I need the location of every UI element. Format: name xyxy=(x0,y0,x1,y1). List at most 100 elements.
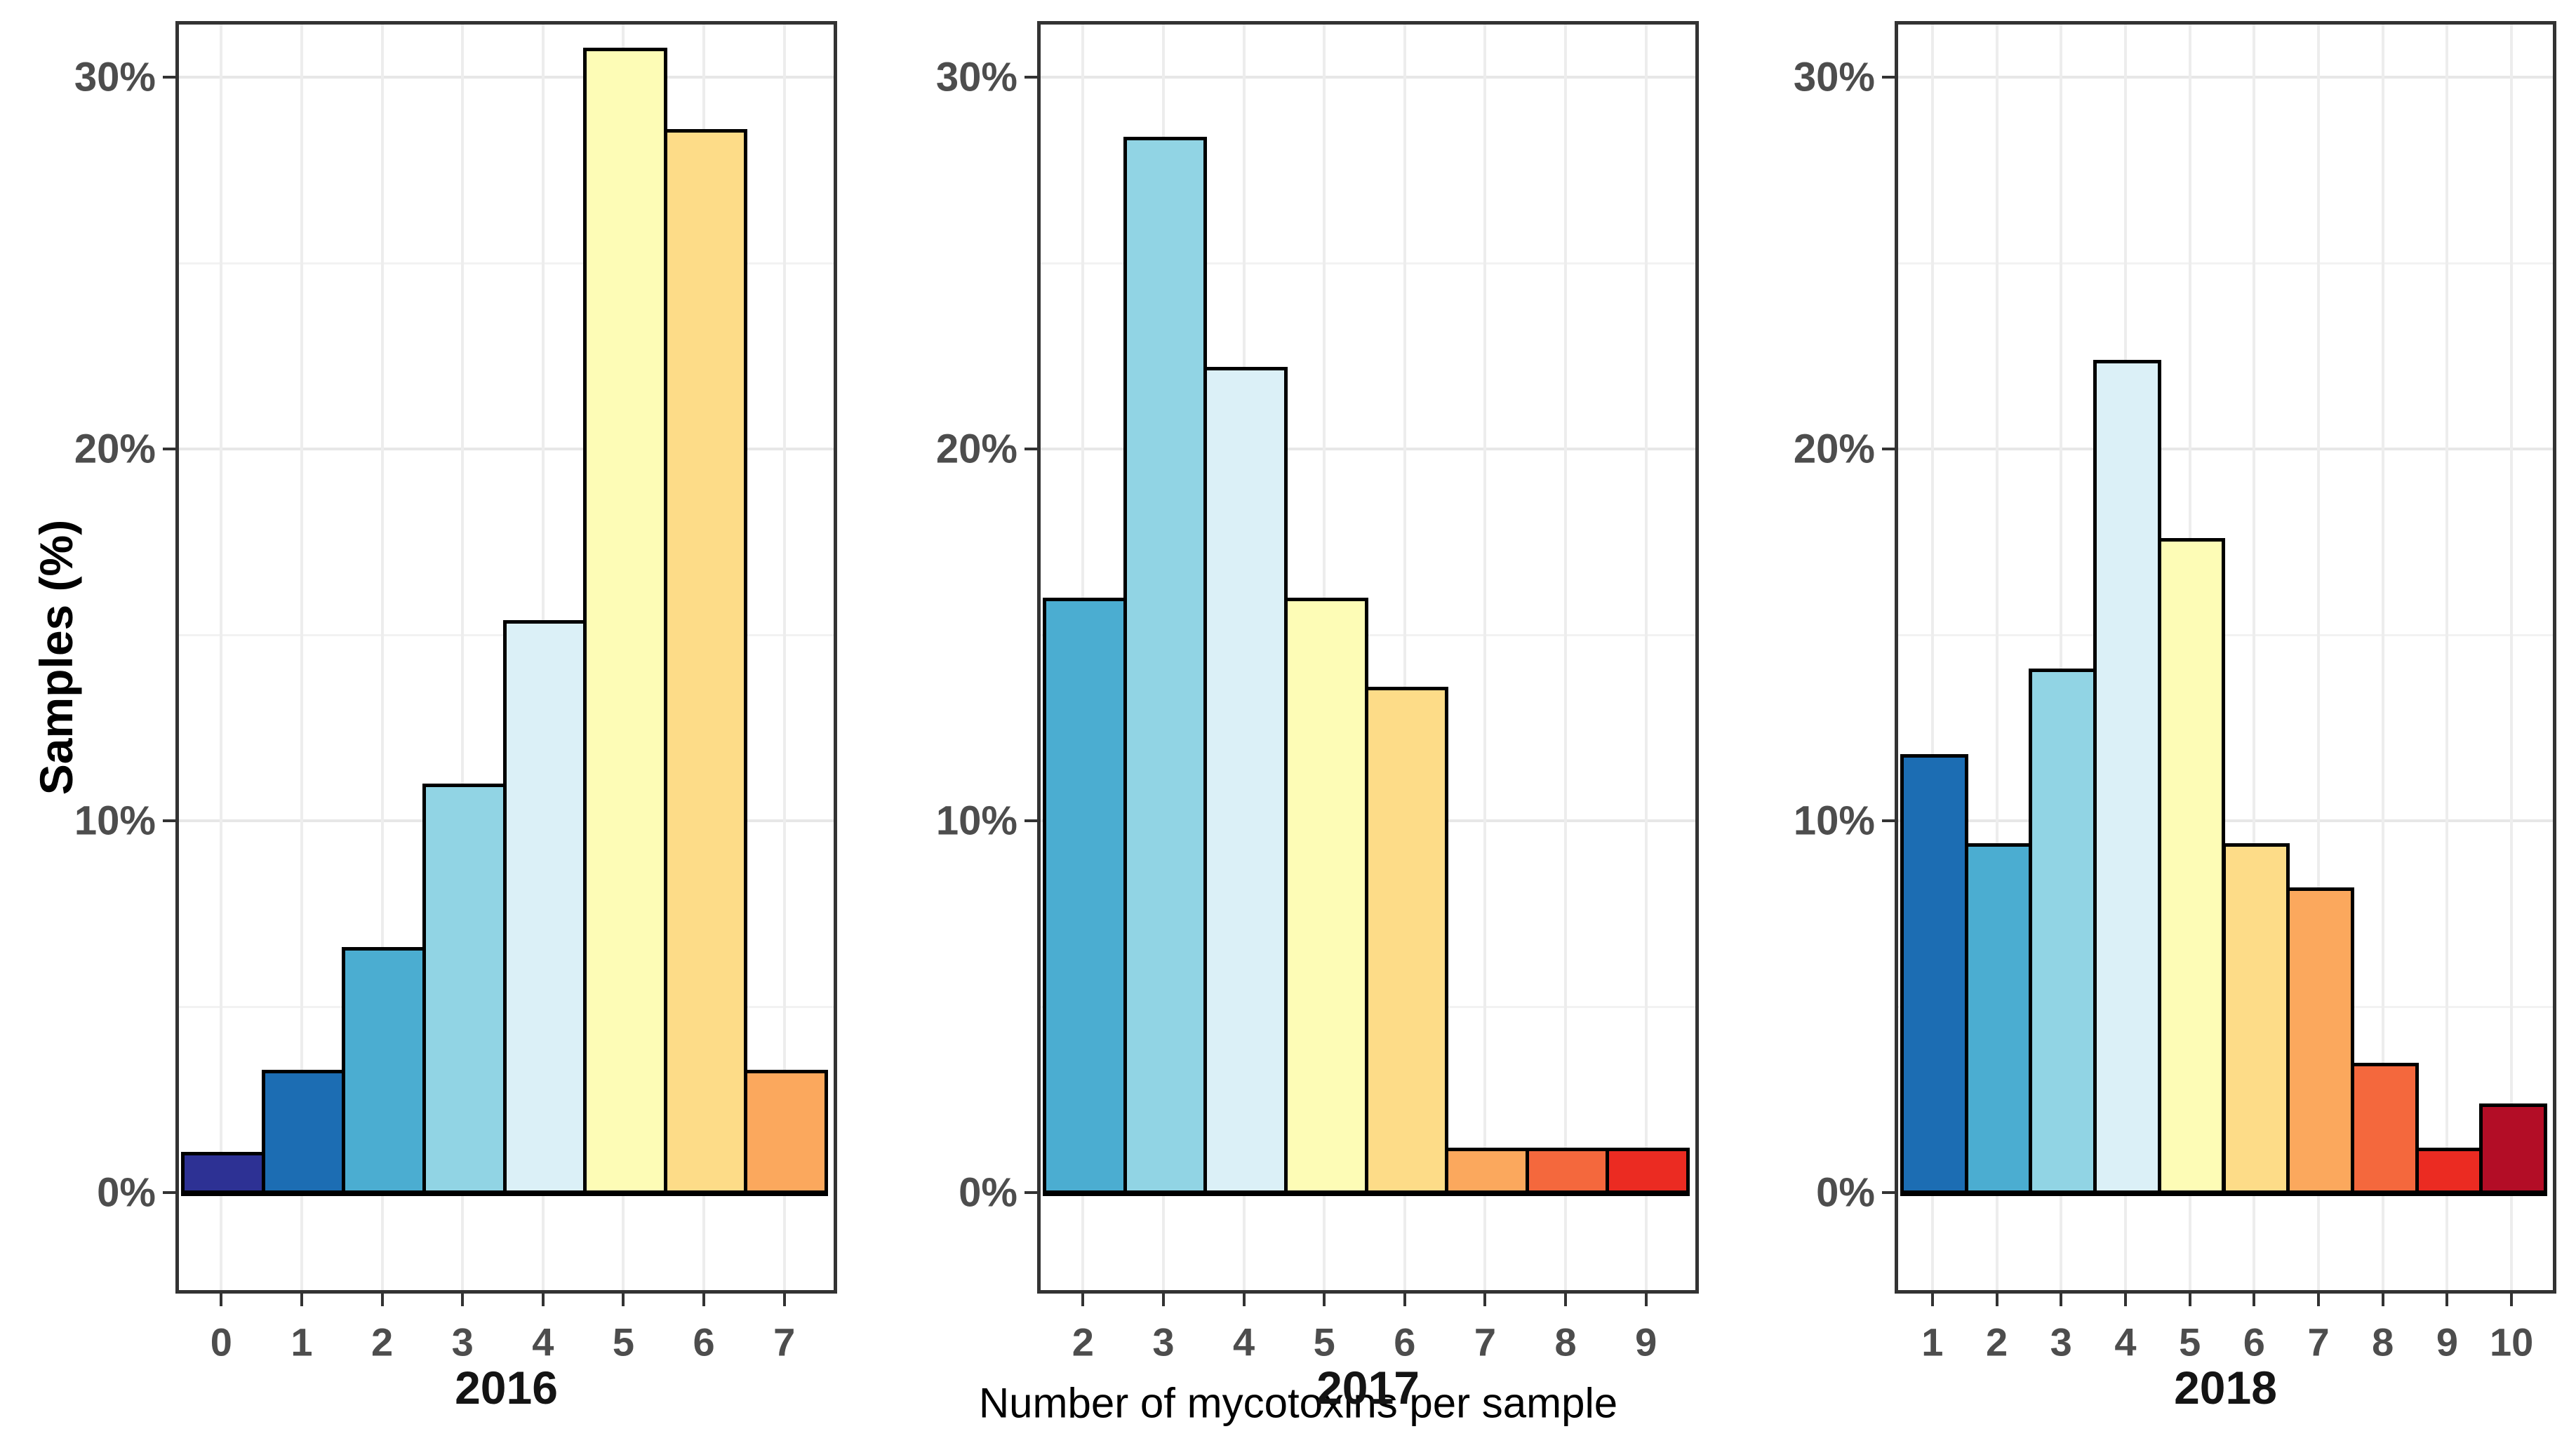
x-tick-2018-8 xyxy=(2381,1294,2384,1306)
bar-2017-x8 xyxy=(1525,1148,1610,1196)
y-tick-label-30pct: 30% xyxy=(1793,54,1875,100)
y-tick-20pct xyxy=(163,448,175,450)
x-tick-2018-6 xyxy=(2253,1294,2256,1306)
plot-panel-2017 xyxy=(1037,21,1699,1294)
bar-2018-x7 xyxy=(2286,887,2354,1196)
gridline-major-20pct xyxy=(1041,448,1695,450)
x-tick-label-2017-4: 4 xyxy=(1232,1320,1255,1364)
gridline-major-20pct xyxy=(1898,448,2553,450)
y-tick-label-30pct: 30% xyxy=(74,54,156,100)
x-tick-label-2016-7: 7 xyxy=(773,1320,796,1364)
x-tick-label-2016-6: 6 xyxy=(693,1320,715,1364)
x-tick-label-2016-1: 1 xyxy=(291,1320,313,1364)
gridline-x-9 xyxy=(1644,25,1648,1290)
x-tick-2017-5 xyxy=(1323,1294,1326,1306)
y-tick-30pct xyxy=(1025,76,1037,79)
y-tick-label-10pct: 10% xyxy=(1793,798,1875,844)
x-tick-2018-10 xyxy=(2510,1294,2514,1306)
x-tick-2017-6 xyxy=(1403,1294,1406,1306)
y-tick-label-20pct: 20% xyxy=(1793,426,1875,472)
x-tick-label-2018-10: 10 xyxy=(2489,1320,2534,1364)
bar-2018-x5 xyxy=(2157,538,2226,1196)
gridline-major-30pct xyxy=(1898,76,2553,79)
x-tick-label-2018-1: 1 xyxy=(1921,1320,1944,1364)
y-axis-title: Samples (%) xyxy=(30,519,82,796)
gridline-x-3 xyxy=(2060,25,2063,1290)
y-tick-10pct xyxy=(1882,819,1895,822)
x-tick-2018-2 xyxy=(1995,1294,1998,1306)
x-tick-label-2018-8: 8 xyxy=(2372,1320,2394,1364)
gridline-minor-15pct xyxy=(1898,634,2553,636)
x-tick-label-2017-3: 3 xyxy=(1152,1320,1175,1364)
x-tick-2018-1 xyxy=(1930,1294,1934,1306)
plot-panel-2018 xyxy=(1895,21,2556,1294)
gridline-major-30pct xyxy=(179,76,834,79)
bar-2016-x2 xyxy=(342,947,426,1196)
x-axis-baseline xyxy=(181,1190,828,1195)
gridline-x-1 xyxy=(1930,25,1934,1290)
gridline-minor-25pct xyxy=(179,262,834,264)
x-tick-label-2018-9: 9 xyxy=(2436,1320,2459,1364)
x-axis-title: Number of mycotoxins per sample xyxy=(978,1379,1618,1427)
bar-2016-x6 xyxy=(663,129,748,1196)
plot-panel-2016 xyxy=(175,21,837,1294)
x-axis-baseline xyxy=(1043,1190,1690,1195)
x-tick-label-2017-2: 2 xyxy=(1072,1320,1094,1364)
x-tick-2016-3 xyxy=(461,1294,465,1306)
bar-2018-x3 xyxy=(2029,668,2097,1196)
gridline-x-2 xyxy=(1995,25,1998,1290)
gridline-x-6 xyxy=(2253,25,2256,1290)
bar-2016-x3 xyxy=(422,784,507,1196)
y-tick-0pct xyxy=(163,1191,175,1194)
facet-label-2016: 2016 xyxy=(455,1362,558,1414)
x-tick-label-2018-2: 2 xyxy=(1985,1320,2008,1364)
gridline-x-2 xyxy=(380,25,384,1290)
x-tick-2016-1 xyxy=(300,1294,303,1306)
bar-2017-x7 xyxy=(1445,1148,1529,1196)
x-tick-label-2016-5: 5 xyxy=(612,1320,635,1364)
gridline-minor-25pct xyxy=(1898,262,2553,264)
x-tick-label-2018-7: 7 xyxy=(2307,1320,2330,1364)
bar-2016-x7 xyxy=(744,1070,828,1196)
x-tick-label-2018-5: 5 xyxy=(2179,1320,2201,1364)
bar-2017-x6 xyxy=(1364,687,1449,1196)
y-tick-30pct xyxy=(1882,76,1895,79)
gridline-x-0 xyxy=(220,25,223,1290)
x-tick-2017-3 xyxy=(1161,1294,1165,1306)
gridline-major-30pct xyxy=(1041,76,1695,79)
x-tick-label-2018-4: 4 xyxy=(2114,1320,2137,1364)
x-tick-2018-7 xyxy=(2317,1294,2321,1306)
gridline-x-10 xyxy=(2510,25,2514,1290)
x-tick-label-2016-0: 0 xyxy=(210,1320,232,1364)
gridline-x-6 xyxy=(1403,25,1406,1290)
bar-2018-x6 xyxy=(2222,843,2290,1196)
gridline-minor-15pct xyxy=(1041,634,1695,636)
y-tick-20pct xyxy=(1025,448,1037,450)
x-tick-2016-4 xyxy=(541,1294,545,1306)
y-tick-label-10pct: 10% xyxy=(74,798,156,844)
y-tick-0pct xyxy=(1882,1191,1895,1194)
x-tick-2016-5 xyxy=(622,1294,625,1306)
x-tick-2017-7 xyxy=(1483,1294,1487,1306)
x-tick-label-2017-5: 5 xyxy=(1313,1320,1335,1364)
x-tick-2016-6 xyxy=(702,1294,706,1306)
gridline-minor-25pct xyxy=(1041,262,1695,264)
y-tick-label-0pct: 0% xyxy=(97,1169,156,1216)
facet-label-2017: 2017 xyxy=(1316,1362,1420,1414)
y-tick-label-10pct: 10% xyxy=(935,798,1017,844)
gridline-x-7 xyxy=(782,25,786,1290)
gridline-x-8 xyxy=(1564,25,1568,1290)
y-tick-label-0pct: 0% xyxy=(1816,1169,1875,1216)
x-tick-2017-9 xyxy=(1644,1294,1648,1306)
y-tick-30pct xyxy=(163,76,175,79)
gridline-major-10pct xyxy=(1898,819,2553,822)
x-tick-2017-8 xyxy=(1564,1294,1568,1306)
y-tick-label-20pct: 20% xyxy=(935,426,1017,472)
x-tick-2018-4 xyxy=(2123,1294,2127,1306)
x-tick-2017-2 xyxy=(1081,1294,1085,1306)
bar-2018-x8 xyxy=(2350,1062,2419,1196)
bar-2016-x1 xyxy=(261,1070,346,1196)
x-tick-2016-7 xyxy=(782,1294,786,1306)
y-tick-10pct xyxy=(1025,819,1037,822)
